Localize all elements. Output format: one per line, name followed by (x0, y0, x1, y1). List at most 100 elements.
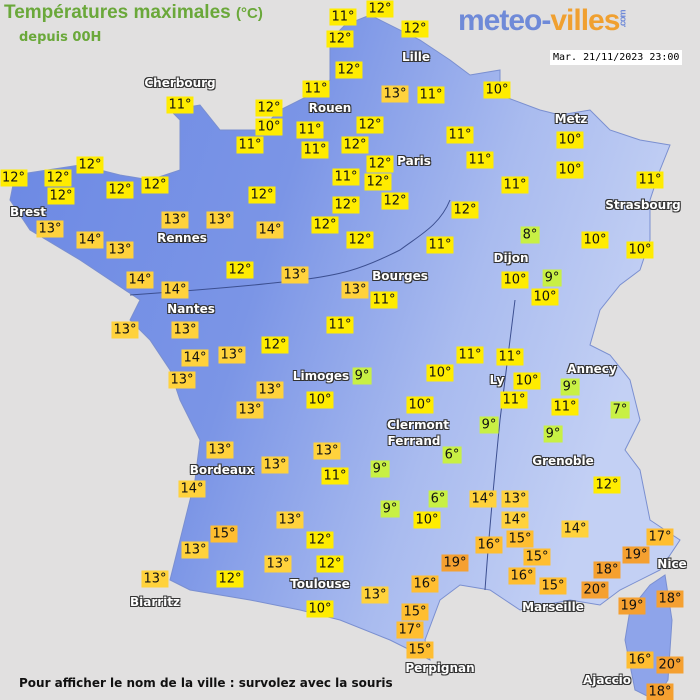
temperature-badge[interactable]: 12° (0, 169, 28, 187)
temperature-badge[interactable]: 11° (302, 80, 330, 98)
temperature-badge[interactable]: 13° (161, 211, 189, 229)
temperature-badge[interactable]: 18° (646, 683, 674, 700)
temperature-badge[interactable]: 6° (428, 490, 448, 508)
temperature-badge[interactable]: 13° (261, 456, 289, 474)
temperature-badge[interactable]: 12° (381, 192, 409, 210)
temperature-badge[interactable]: 10° (426, 364, 454, 382)
temperature-badge[interactable]: 11° (496, 348, 524, 366)
temperature-badge[interactable]: 19° (618, 597, 646, 615)
temperature-badge[interactable]: 13° (276, 511, 304, 529)
temperature-badge[interactable]: 10° (556, 131, 584, 149)
temperature-badge[interactable]: 13° (141, 570, 169, 588)
temperature-badge[interactable]: 12° (326, 30, 354, 48)
temperature-badge[interactable]: 11° (500, 391, 528, 409)
temperature-badge[interactable]: 10° (306, 391, 334, 409)
temperature-badge[interactable]: 13° (206, 211, 234, 229)
temperature-badge[interactable]: 13° (206, 441, 234, 459)
temperature-badge[interactable]: 12° (593, 476, 621, 494)
temperature-badge[interactable]: 9° (542, 269, 562, 287)
temperature-badge[interactable]: 11° (636, 171, 664, 189)
temperature-badge[interactable]: 11° (332, 168, 360, 186)
temperature-badge[interactable]: 10° (413, 511, 441, 529)
temperature-badge[interactable]: 20° (581, 581, 609, 599)
temperature-badge[interactable]: 10° (255, 118, 283, 136)
temperature-badge[interactable]: 11° (501, 176, 529, 194)
temperature-badge[interactable]: 12° (141, 176, 169, 194)
temperature-badge[interactable]: 19° (622, 546, 650, 564)
temperature-badge[interactable]: 13° (181, 541, 209, 559)
temperature-badge[interactable]: 12° (346, 231, 374, 249)
temperature-badge[interactable]: 16° (475, 536, 503, 554)
temperature-badge[interactable]: 9° (543, 425, 563, 443)
temperature-badge[interactable]: 15° (406, 641, 434, 659)
temperature-badge[interactable]: 14° (256, 221, 284, 239)
temperature-badge[interactable]: 11° (466, 151, 494, 169)
temperature-badge[interactable]: 11° (426, 236, 454, 254)
temperature-badge[interactable]: 12° (366, 155, 394, 173)
temperature-badge[interactable]: 19° (441, 554, 469, 572)
temperature-badge[interactable]: 9° (352, 367, 372, 385)
temperature-badge[interactable]: 16° (626, 651, 654, 669)
temperature-badge[interactable]: 10° (556, 161, 584, 179)
temperature-badge[interactable]: 13° (313, 442, 341, 460)
temperature-badge[interactable]: 11° (166, 96, 194, 114)
temperature-badge[interactable]: 17° (646, 528, 674, 546)
temperature-badge[interactable]: 12° (44, 169, 72, 187)
temperature-badge[interactable]: 14° (126, 271, 154, 289)
temperature-badge[interactable]: 13° (501, 490, 529, 508)
temperature-badge[interactable]: 9° (370, 460, 390, 478)
temperature-badge[interactable]: 13° (171, 321, 199, 339)
temperature-badge[interactable]: 12° (216, 570, 244, 588)
temperature-badge[interactable]: 12° (366, 0, 394, 17)
meteo-villes-logo[interactable]: meteo-villes .com (458, 4, 628, 38)
temperature-badge[interactable]: 12° (226, 261, 254, 279)
temperature-badge[interactable]: 15° (539, 577, 567, 595)
temperature-badge[interactable]: 10° (501, 271, 529, 289)
temperature-badge[interactable]: 8° (520, 226, 540, 244)
temperature-badge[interactable]: 10° (513, 372, 541, 390)
temperature-badge[interactable]: 14° (178, 480, 206, 498)
temperature-badge[interactable]: 12° (106, 181, 134, 199)
temperature-badge[interactable]: 10° (306, 600, 334, 618)
temperature-badge[interactable]: 15° (401, 603, 429, 621)
temperature-badge[interactable]: 7° (610, 401, 630, 419)
temperature-badge[interactable]: 18° (656, 590, 684, 608)
temperature-badge[interactable]: 12° (356, 116, 384, 134)
temperature-badge[interactable]: 11° (417, 86, 445, 104)
temperature-badge[interactable]: 11° (301, 141, 329, 159)
temperature-badge[interactable]: 13° (168, 371, 196, 389)
temperature-badge[interactable]: 14° (469, 490, 497, 508)
temperature-badge[interactable]: 14° (181, 349, 209, 367)
temperature-badge[interactable]: 17° (396, 621, 424, 639)
temperature-badge[interactable]: 14° (561, 520, 589, 538)
temperature-badge[interactable]: 12° (255, 99, 283, 117)
temperature-badge[interactable]: 15° (210, 525, 238, 543)
temperature-badge[interactable]: 13° (36, 220, 64, 238)
temperature-badge[interactable]: 13° (281, 266, 309, 284)
temperature-badge[interactable]: 16° (508, 567, 536, 585)
temperature-badge[interactable]: 13° (264, 555, 292, 573)
temperature-badge[interactable]: 13° (111, 321, 139, 339)
temperature-badge[interactable]: 9° (380, 500, 400, 518)
temperature-badge[interactable]: 12° (76, 156, 104, 174)
temperature-badge[interactable]: 9° (479, 416, 499, 434)
temperature-badge[interactable]: 12° (261, 336, 289, 354)
temperature-badge[interactable]: 11° (551, 398, 579, 416)
temperature-badge[interactable]: 12° (311, 216, 339, 234)
temperature-badge[interactable]: 10° (531, 288, 559, 306)
temperature-badge[interactable]: 14° (161, 281, 189, 299)
temperature-badge[interactable]: 13° (106, 241, 134, 259)
temperature-badge[interactable]: 11° (296, 121, 324, 139)
temperature-badge[interactable]: 20° (656, 656, 684, 674)
temperature-badge[interactable]: 6° (442, 446, 462, 464)
temperature-badge[interactable]: 13° (218, 346, 246, 364)
temperature-badge[interactable]: 18° (593, 561, 621, 579)
temperature-badge[interactable]: 12° (364, 173, 392, 191)
temperature-badge[interactable]: 14° (76, 231, 104, 249)
temperature-badge[interactable]: 13° (236, 401, 264, 419)
temperature-badge[interactable]: 13° (256, 381, 284, 399)
temperature-badge[interactable]: 15° (523, 548, 551, 566)
temperature-badge[interactable]: 16° (411, 575, 439, 593)
temperature-badge[interactable]: 12° (335, 61, 363, 79)
temperature-badge[interactable]: 12° (47, 187, 75, 205)
